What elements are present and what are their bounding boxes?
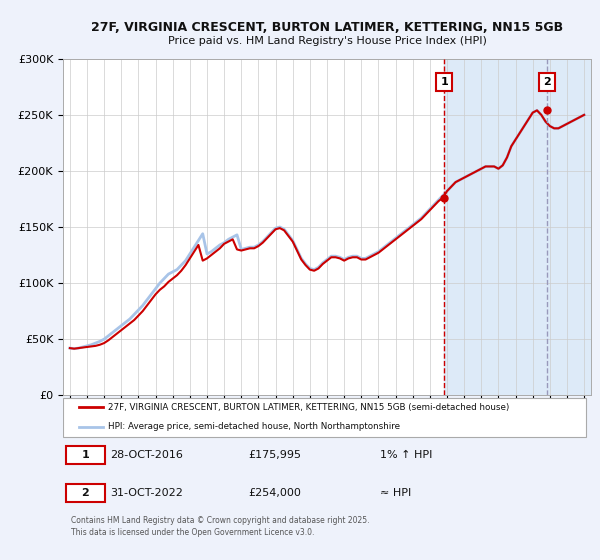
Text: 31-OCT-2022: 31-OCT-2022 <box>110 488 184 498</box>
Text: 1: 1 <box>440 77 448 87</box>
Bar <box>547 59 593 395</box>
Text: ≈ HPI: ≈ HPI <box>380 488 411 498</box>
Text: 27F, VIRGINIA CRESCENT, BURTON LATIMER, KETTERING, NN15 5GB (semi-detached house: 27F, VIRGINIA CRESCENT, BURTON LATIMER, … <box>108 403 509 412</box>
FancyBboxPatch shape <box>65 484 105 502</box>
Text: 27F, VIRGINIA CRESCENT, BURTON LATIMER, KETTERING, NN15 5GB: 27F, VIRGINIA CRESCENT, BURTON LATIMER, … <box>91 21 563 34</box>
Bar <box>444 59 547 395</box>
Text: 1% ↑ HPI: 1% ↑ HPI <box>380 450 432 460</box>
FancyBboxPatch shape <box>65 446 105 464</box>
Text: HPI: Average price, semi-detached house, North Northamptonshire: HPI: Average price, semi-detached house,… <box>108 422 400 431</box>
Text: £175,995: £175,995 <box>248 450 301 460</box>
FancyBboxPatch shape <box>63 398 586 437</box>
Text: 28-OCT-2016: 28-OCT-2016 <box>110 450 184 460</box>
Text: Price paid vs. HM Land Registry's House Price Index (HPI): Price paid vs. HM Land Registry's House … <box>167 36 487 46</box>
Text: Contains HM Land Registry data © Crown copyright and database right 2025.
This d: Contains HM Land Registry data © Crown c… <box>71 516 370 537</box>
Text: 2: 2 <box>543 77 551 87</box>
Text: 2: 2 <box>82 488 89 498</box>
Text: 1: 1 <box>82 450 89 460</box>
Text: £254,000: £254,000 <box>248 488 301 498</box>
